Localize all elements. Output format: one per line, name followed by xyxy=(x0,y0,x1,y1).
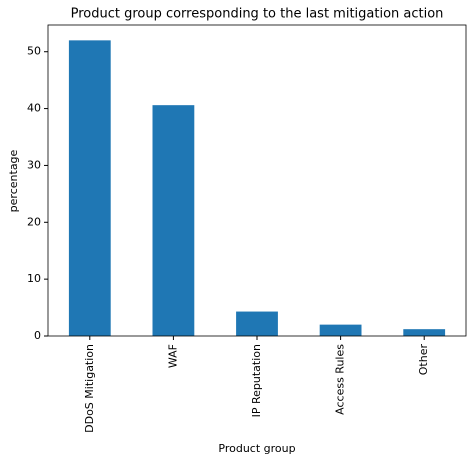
bar xyxy=(236,311,278,336)
x-tick-label: Access Rules xyxy=(334,344,347,415)
x-axis-label: Product group xyxy=(218,442,295,455)
bar xyxy=(68,40,111,336)
y-tick-label: 40 xyxy=(27,102,41,115)
x-tick-label: Other xyxy=(417,344,430,376)
y-tick-label: 0 xyxy=(34,329,41,342)
x-tick-label: DDoS Mitigation xyxy=(83,344,96,433)
plot-frame xyxy=(47,24,467,337)
y-tick-label: 30 xyxy=(27,158,41,171)
chart-title: Product group corresponding to the last … xyxy=(71,7,444,22)
y-axis-label: percentage xyxy=(7,149,20,212)
x-tick-label: WAF xyxy=(166,344,179,368)
bar xyxy=(319,324,362,336)
y-tick-label: 20 xyxy=(27,215,41,228)
y-tick-label: 10 xyxy=(27,272,41,285)
y-tick-label: 50 xyxy=(27,45,41,58)
bar xyxy=(152,105,195,337)
x-tick-label: IP Reputation xyxy=(250,344,263,417)
bar xyxy=(403,329,446,336)
